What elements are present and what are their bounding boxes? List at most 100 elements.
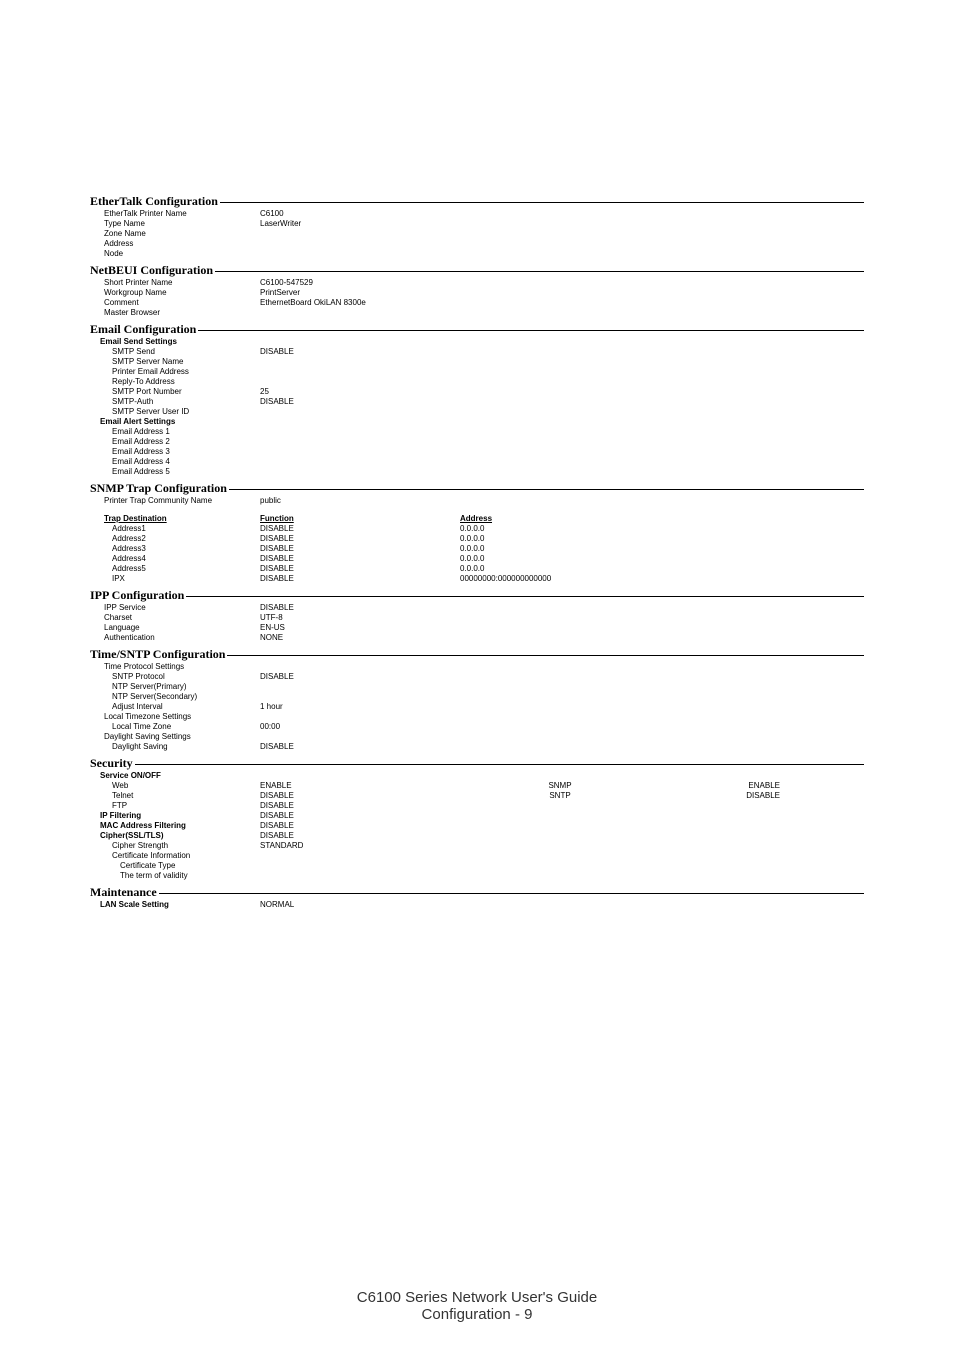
workgroup-label: Workgroup Name bbox=[90, 288, 260, 298]
cipher-value: DISABLE bbox=[260, 831, 460, 841]
netbeui-title: NetBEUI Configuration bbox=[90, 263, 864, 278]
ntp-secondary-label: NTP Server(Secondary) bbox=[90, 692, 260, 702]
trap-addr: 0.0.0.0 bbox=[460, 524, 660, 534]
tz-label: Local Time Zone bbox=[90, 722, 260, 732]
ipp-service-value: DISABLE bbox=[260, 603, 460, 613]
trap-row: Address3DISABLE0.0.0.0 bbox=[90, 544, 864, 554]
security-title: Security bbox=[90, 756, 864, 771]
trap-dest: Address2 bbox=[90, 534, 260, 544]
charset-value: UTF-8 bbox=[260, 613, 460, 623]
comment-value: EthernetBoard OkiLAN 8300e bbox=[260, 298, 460, 308]
term-validity-label: The term of validity bbox=[90, 871, 260, 881]
type-name-label: Type Name bbox=[90, 219, 260, 229]
mac-filter-label: MAC Address Filtering bbox=[90, 821, 260, 831]
ds-label: Daylight Saving bbox=[90, 742, 260, 752]
trap-dest: Address5 bbox=[90, 564, 260, 574]
type-name-value: LaserWriter bbox=[260, 219, 460, 229]
ds-value: DISABLE bbox=[260, 742, 460, 752]
email-addr5-label: Email Address 5 bbox=[90, 467, 260, 477]
email-alert-settings-label: Email Alert Settings bbox=[90, 417, 260, 427]
trap-func: DISABLE bbox=[260, 544, 460, 554]
trap-row: Address2DISABLE0.0.0.0 bbox=[90, 534, 864, 544]
cert-type-label: Certificate Type bbox=[90, 861, 260, 871]
web-label: Web bbox=[90, 781, 260, 791]
trap-addr: 0.0.0.0 bbox=[460, 554, 660, 564]
email-addr1-label: Email Address 1 bbox=[90, 427, 260, 437]
smtp-port-value: 25 bbox=[260, 387, 460, 397]
trap-row: Address1DISABLE0.0.0.0 bbox=[90, 524, 864, 534]
time-proto-settings-label: Time Protocol Settings bbox=[90, 662, 260, 672]
trap-func: DISABLE bbox=[260, 524, 460, 534]
trap-dest-header: Trap Destination bbox=[90, 514, 260, 524]
smtp-server-label: SMTP Server Name bbox=[90, 357, 260, 367]
ipfilter-value: DISABLE bbox=[260, 811, 460, 821]
ds-settings-label: Daylight Saving Settings bbox=[90, 732, 260, 742]
language-value: EN-US bbox=[260, 623, 460, 633]
tz-settings-label: Local Timezone Settings bbox=[90, 712, 260, 722]
snmp-community-value: public bbox=[260, 496, 460, 506]
language-label: Language bbox=[90, 623, 260, 633]
adjust-label: Adjust Interval bbox=[90, 702, 260, 712]
lan-scale-value: NORMAL bbox=[260, 900, 460, 910]
footer-page: Configuration - 9 bbox=[0, 1306, 954, 1323]
auth-value: NONE bbox=[260, 633, 460, 643]
trap-dest: Address1 bbox=[90, 524, 260, 534]
comment-label: Comment bbox=[90, 298, 260, 308]
charset-label: Charset bbox=[90, 613, 260, 623]
mac-filter-value: DISABLE bbox=[260, 821, 460, 831]
trap-func: DISABLE bbox=[260, 574, 460, 584]
cert-info-label: Certificate Information bbox=[90, 851, 260, 861]
short-printer-label: Short Printer Name bbox=[90, 278, 260, 288]
sntp-proto-value: DISABLE bbox=[260, 672, 460, 682]
trap-dest: Address3 bbox=[90, 544, 260, 554]
footer-title: C6100 Series Network User's Guide bbox=[0, 1289, 954, 1306]
smtp-auth-value: DISABLE bbox=[260, 397, 460, 407]
ftp-label: FTP bbox=[90, 801, 260, 811]
trap-func: DISABLE bbox=[260, 534, 460, 544]
trap-row: Address5DISABLE0.0.0.0 bbox=[90, 564, 864, 574]
page-footer: C6100 Series Network User's Guide Config… bbox=[0, 1289, 954, 1323]
sntp-proto-label: SNTP Protocol bbox=[90, 672, 260, 682]
trap-row: IPXDISABLE00000000:000000000000 bbox=[90, 574, 864, 584]
reply-to-label: Reply-To Address bbox=[90, 377, 260, 387]
adjust-value: 1 hour bbox=[260, 702, 460, 712]
ipfilter-label: IP Filtering bbox=[90, 811, 260, 821]
trap-addr: 0.0.0.0 bbox=[460, 564, 660, 574]
ntp-primary-label: NTP Server(Primary) bbox=[90, 682, 260, 692]
snmp-service-label: SNMP bbox=[460, 781, 660, 791]
smtp-user-label: SMTP Server User ID bbox=[90, 407, 260, 417]
ethertalk-address-label: Address bbox=[90, 239, 260, 249]
ipp-service-label: IPP Service bbox=[90, 603, 260, 613]
trap-row: Address4DISABLE0.0.0.0 bbox=[90, 554, 864, 564]
ftp-value: DISABLE bbox=[260, 801, 460, 811]
master-browser-label: Master Browser bbox=[90, 308, 260, 318]
snmp-community-label: Printer Trap Community Name bbox=[90, 496, 260, 506]
web-value: ENABLE bbox=[260, 781, 460, 791]
trap-addr: 0.0.0.0 bbox=[460, 544, 660, 554]
email-addr3-label: Email Address 3 bbox=[90, 447, 260, 457]
trap-addr-header: Address bbox=[460, 514, 660, 524]
email-send-settings-label: Email Send Settings bbox=[90, 337, 260, 347]
sntp-service-value: DISABLE bbox=[660, 791, 780, 801]
email-addr4-label: Email Address 4 bbox=[90, 457, 260, 467]
cipher-label: Cipher(SSL/TLS) bbox=[90, 831, 260, 841]
ipp-title: IPP Configuration bbox=[90, 588, 864, 603]
trap-func: DISABLE bbox=[260, 564, 460, 574]
ethertalk-title: EtherTalk Configuration bbox=[90, 194, 864, 209]
email-title: Email Configuration bbox=[90, 322, 864, 337]
cipher-strength-value: STANDARD bbox=[260, 841, 460, 851]
auth-label: Authentication bbox=[90, 633, 260, 643]
short-printer-value: C6100-547529 bbox=[260, 278, 460, 288]
snmp-title: SNMP Trap Configuration bbox=[90, 481, 864, 496]
sntp-title: Time/SNTP Configuration bbox=[90, 647, 864, 662]
smtp-send-value: DISABLE bbox=[260, 347, 460, 357]
smtp-send-label: SMTP Send bbox=[90, 347, 260, 357]
sntp-service-label: SNTP bbox=[460, 791, 660, 801]
smtp-auth-label: SMTP-Auth bbox=[90, 397, 260, 407]
maintenance-title: Maintenance bbox=[90, 885, 864, 900]
printer-email-label: Printer Email Address bbox=[90, 367, 260, 377]
workgroup-value: PrintServer bbox=[260, 288, 460, 298]
telnet-value: DISABLE bbox=[260, 791, 460, 801]
ethertalk-printer-value: C6100 bbox=[260, 209, 460, 219]
trap-func: DISABLE bbox=[260, 554, 460, 564]
